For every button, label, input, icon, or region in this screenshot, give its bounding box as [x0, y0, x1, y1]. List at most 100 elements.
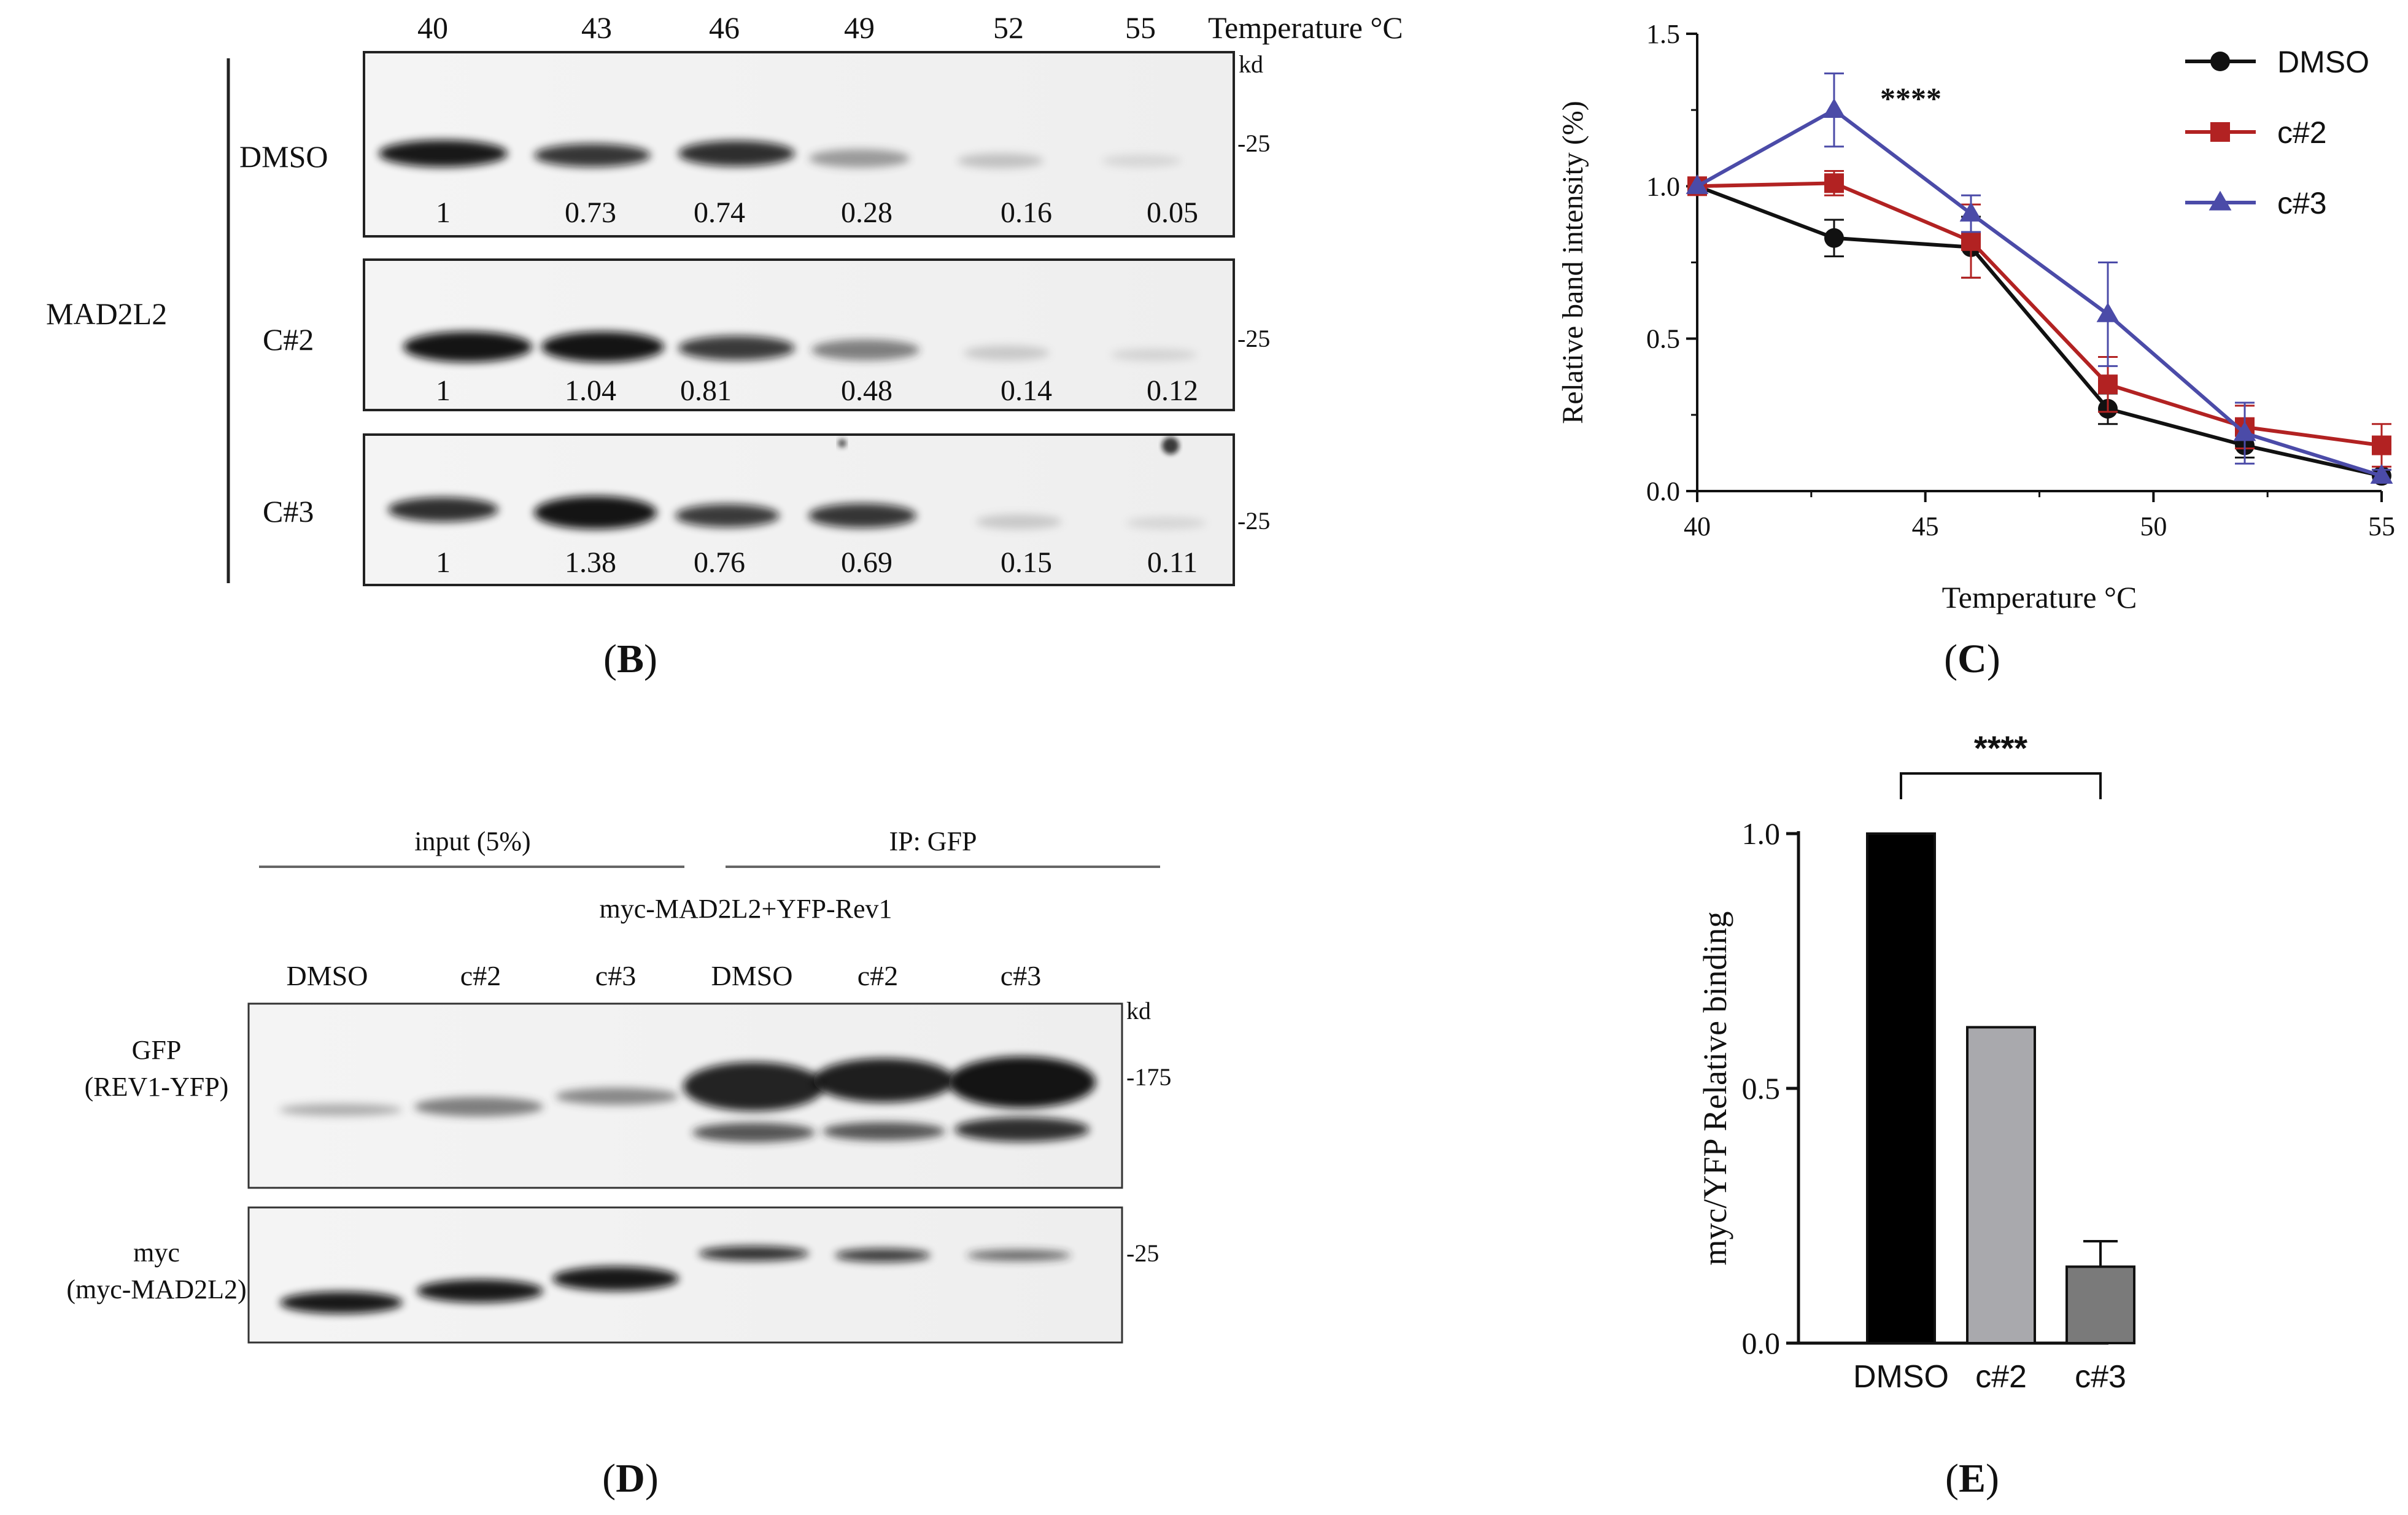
band-value: 0.81 — [680, 374, 732, 407]
y-tick-label: 0.5 — [1646, 324, 1680, 354]
panel-letter: C — [1957, 637, 1987, 681]
blot-label-line2: (myc-MAD2L2) — [66, 1274, 246, 1304]
band — [279, 1104, 402, 1116]
data-point — [2210, 52, 2230, 71]
temp-label: 43 — [581, 10, 612, 45]
data-point — [2209, 190, 2232, 211]
band-value: 1 — [436, 374, 451, 407]
x-axis-label: Temperature °C — [1942, 580, 2137, 614]
band — [1111, 349, 1197, 361]
data-point — [1686, 174, 1709, 195]
band — [534, 144, 651, 167]
band-value: 0.16 — [1001, 196, 1052, 229]
band — [958, 153, 1043, 168]
bands — [280, 1246, 1071, 1314]
blot-c3: C#3 -25 1 1.38 0.76 0.69 0.15 0.11 — [263, 433, 1270, 586]
x-tick-label: c#2 — [1975, 1359, 2027, 1395]
data-point — [2210, 122, 2230, 142]
marker-label: -25 — [1126, 1239, 1159, 1267]
marker-label: -25 — [1237, 507, 1270, 535]
y-tick-label: 0.5 — [1742, 1071, 1781, 1106]
band — [414, 1097, 543, 1117]
blot-label-line2: (REV1-YFP) — [85, 1072, 229, 1102]
x-tick-label: 45 — [1912, 511, 1939, 541]
panel-letter-e: (E) — [1945, 1456, 1999, 1501]
bands — [403, 331, 1197, 362]
band — [954, 1117, 1090, 1142]
band-values: 1 0.73 0.74 0.28 0.16 0.05 — [436, 196, 1198, 229]
speck — [838, 439, 846, 448]
band — [808, 503, 916, 528]
band — [388, 497, 498, 522]
y-tick-label: 1.0 — [1646, 171, 1680, 201]
blot-frame — [247, 1206, 1123, 1344]
significance-label: **** — [1974, 729, 2027, 767]
band — [280, 1292, 403, 1314]
band — [813, 1058, 954, 1102]
bands — [279, 1056, 1096, 1142]
band-value: 0.74 — [694, 196, 745, 229]
x-tick-label: DMSO — [1853, 1359, 1949, 1395]
speck — [1162, 437, 1179, 454]
data-point — [2370, 463, 2393, 484]
panel-d: input (5%) IP: GFP myc-MAD2L2+YFP-Rev1 D… — [66, 826, 1171, 1501]
band-value: 0.15 — [1001, 546, 1052, 579]
temp-label: 49 — [844, 10, 875, 45]
data-point — [1824, 228, 1844, 248]
temp-label: 52 — [993, 10, 1024, 45]
bands — [379, 140, 1182, 168]
data-point — [1961, 231, 1981, 251]
lane-label: c#3 — [1001, 960, 1041, 991]
kd-label: kd — [1126, 997, 1151, 1025]
series-line — [1696, 107, 2382, 478]
bands — [388, 437, 1206, 529]
bar-c3 — [2065, 1265, 2135, 1344]
band — [809, 149, 910, 168]
panel-e: 0.0 0.5 1.0 myc/YFP Relative binding DMSO c#2… — [1697, 729, 2135, 1501]
band — [1126, 517, 1206, 529]
band-value: 0.14 — [1001, 374, 1052, 407]
series-line — [1697, 181, 2382, 448]
lane-label: DMSO — [711, 960, 793, 991]
band — [811, 339, 919, 360]
y-tick-label: 0.0 — [1646, 476, 1680, 506]
x-tick-label: c#3 — [2075, 1359, 2126, 1395]
panel-c: 0.0 0.5 1.0 1.5 40 45 50 55 Temperature °C Relati… — [1557, 19, 2395, 681]
blot-label: DMSO — [239, 139, 328, 174]
band — [835, 1249, 931, 1262]
data-point — [2098, 374, 2118, 395]
band-value: 0.48 — [841, 374, 892, 407]
band — [976, 514, 1062, 529]
lane-label: c#3 — [595, 960, 636, 991]
band-value: 0.11 — [1147, 546, 1198, 579]
band-value: 1.38 — [565, 546, 616, 579]
band — [541, 331, 664, 362]
band — [948, 1056, 1096, 1108]
y-tick-label: 1.5 — [1646, 19, 1680, 49]
bar-DMSO — [1866, 832, 1936, 1344]
bar-chart: 0.0 0.5 1.0 myc/YFP Relative binding DMSO c#2… — [1697, 729, 2135, 1395]
y-axis-label: myc/YFP Relative binding — [1697, 912, 1733, 1266]
panel-letter-d: (D) — [602, 1456, 659, 1501]
blot-c2: C#2 -25 1 1.04 0.81 0.48 0.14 0.12 — [263, 258, 1270, 411]
temp-axis-label: Temperature °C — [1208, 10, 1403, 45]
data-point — [2372, 435, 2391, 455]
band — [379, 140, 508, 167]
band-value: 1 — [436, 546, 451, 579]
blot-label: C#3 — [263, 494, 314, 529]
band — [964, 346, 1050, 360]
construct-label: myc-MAD2L2+YFP-Rev1 — [599, 894, 892, 924]
panel-letter-c: (C) — [1944, 637, 2000, 681]
y-axis-label: Relative band intensity (%) — [1557, 101, 1589, 424]
band — [823, 1122, 945, 1141]
bar-c2 — [1966, 1026, 2036, 1344]
data-point — [1822, 98, 1846, 118]
band — [678, 141, 795, 166]
lane-label: DMSO — [287, 960, 368, 991]
data-point — [2096, 302, 2120, 322]
band-value: 1 — [436, 196, 451, 229]
panel-letter: D — [616, 1456, 645, 1501]
legend-label: c#3 — [2277, 186, 2327, 220]
temp-label: 46 — [709, 10, 740, 45]
